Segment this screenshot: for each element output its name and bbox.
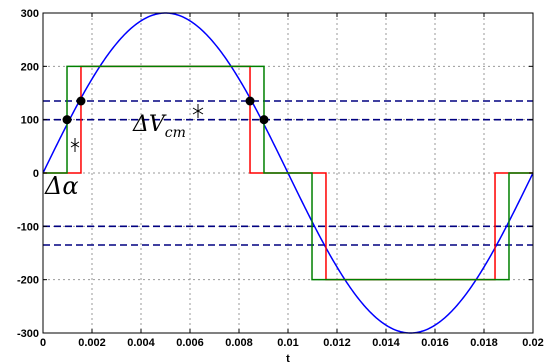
x-tick-label: 0.004 [127, 337, 155, 349]
double-arrow-icon [192, 104, 204, 118]
crossing-point-marker [245, 96, 255, 106]
x-tick-label: 0.002 [78, 337, 106, 349]
delta-v-subscript: cm [165, 125, 186, 141]
markers [62, 96, 269, 125]
double-arrow-icon [70, 138, 80, 152]
crossing-point-marker [62, 115, 72, 125]
reference-lines [43, 100, 533, 246]
annotation-layer: ΔVcm Δα [44, 104, 204, 200]
x-tick-label: 0 [40, 337, 46, 349]
y-tick-label: 100 [21, 115, 39, 127]
ticks: 0 0.002 0.004 0.006 0.008 0.01 0.012 0.014 0.016… [17, 8, 544, 349]
crossing-point-marker [259, 115, 269, 125]
y-tick-label: -100 [17, 221, 39, 233]
y-tick-label: 300 [21, 8, 39, 20]
x-tick-label: 0.02 [522, 337, 543, 349]
crossing-point-marker [76, 96, 86, 106]
y-tick-label: -200 [17, 275, 39, 287]
x-tick-label: 0.014 [372, 337, 400, 349]
y-tick-label: 0 [33, 168, 39, 180]
y-tick-label: 200 [21, 61, 39, 73]
x-tick-label: 0.016 [421, 337, 449, 349]
delta-alpha-label: Δα [44, 172, 79, 200]
x-tick-label: 0.012 [323, 337, 351, 349]
x-tick-label: 0.018 [470, 337, 498, 349]
x-tick-label: 0.008 [225, 337, 253, 349]
y-tick-label: -300 [17, 328, 39, 340]
x-tick-label: 0.006 [176, 337, 204, 349]
delta-v-label: ΔV [132, 112, 167, 137]
x-tick-label: 0.01 [277, 337, 298, 349]
delta-v-annotation: ΔVcm [132, 112, 186, 141]
x-axis-title: t [286, 353, 290, 364]
